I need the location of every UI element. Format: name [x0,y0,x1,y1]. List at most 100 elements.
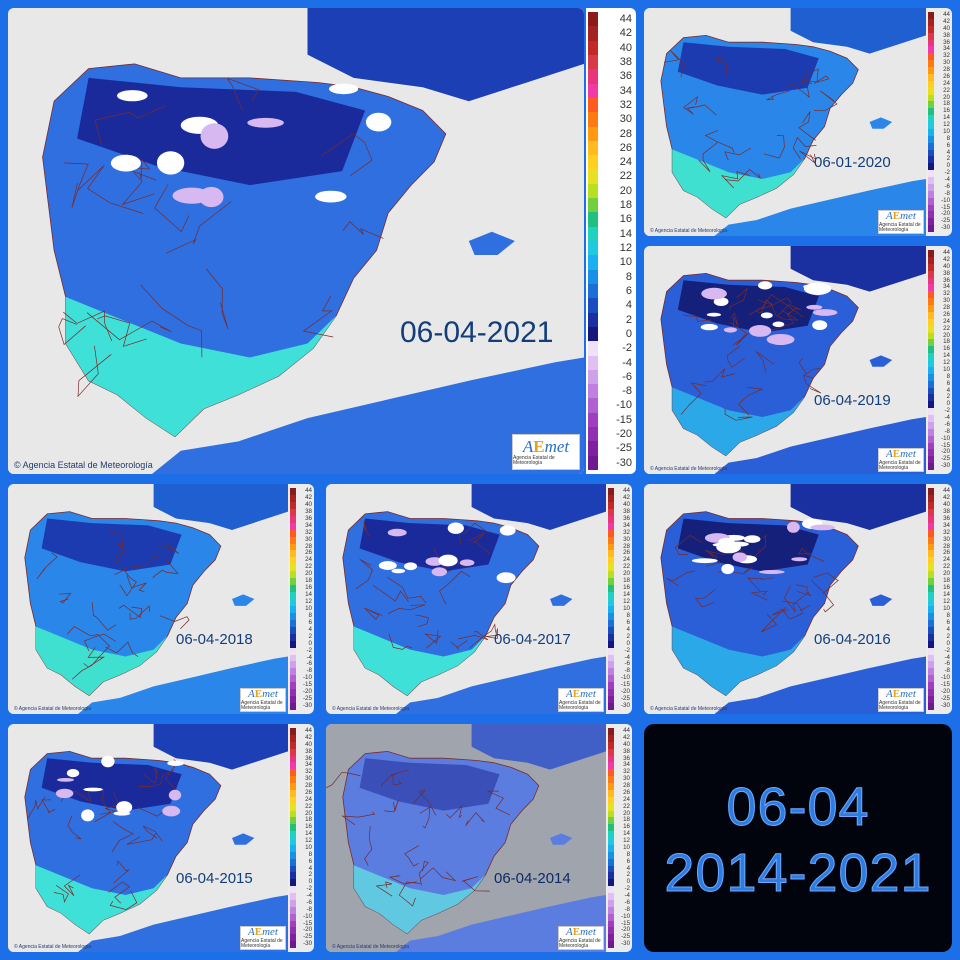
scale-step: 32 [928,529,950,537]
scale-label: -8 [306,667,312,675]
scale-step: 44 [928,11,950,19]
scale-swatch [928,619,934,627]
scale-label: 44 [943,487,950,494]
scale-label: -4 [944,414,951,421]
province-border [114,549,127,564]
scale-label: -15 [621,919,630,927]
copyright-text: © Agencia Estatal de Meteorología [650,228,728,234]
scale-label: 42 [305,733,312,741]
scale-step: 36 [588,69,632,84]
scale-step: 22 [290,803,312,811]
logo-letter-a: A [566,688,573,700]
scale-label: 36 [623,754,630,762]
scale-label: -4 [306,653,312,661]
scale-step: 4 [928,625,950,634]
scale-swatch [290,934,296,942]
province-border [487,790,511,816]
scale-step: 16 [928,584,950,593]
aemet-logo: AEmet Agencia Estatal de Meteorología [558,926,604,950]
scale-step: -2 [608,885,630,893]
scale-label: -2 [944,646,950,654]
scale-label: 28 [305,782,312,789]
scale-step: 42 [928,17,950,26]
scale-step: -8 [928,667,950,676]
scale-label: -8 [944,189,951,197]
scale-step: 12 [290,598,312,606]
scale-swatch [290,529,296,537]
scale-label: 34 [623,761,630,769]
province-border [363,607,383,620]
scale-swatch [928,463,934,470]
scale-swatch [928,442,934,450]
scale-step: -8 [588,384,632,399]
scale-swatch [290,803,296,811]
scale-swatch [608,682,614,690]
scale-step: -15 [588,412,632,428]
scale-swatch [928,250,934,257]
scale-label: 38 [943,31,950,39]
scale-step: -25 [928,695,950,704]
province-border [704,130,735,153]
scale-swatch [290,571,296,579]
scale-swatch [608,831,614,838]
logo-subtitle: Agencia Estatal de Meteorología [559,938,601,949]
snow-patch [329,83,359,95]
scale-label: 40 [305,740,312,748]
scale-step: -30 [290,702,312,710]
province-border [783,585,810,613]
northern-cold-zone [359,758,500,811]
scale-label: 4 [946,625,950,633]
scale-swatch [290,844,296,852]
scale-step: -30 [588,455,632,470]
scale-swatch [290,748,296,756]
province-border [747,577,775,592]
scale-label: 28 [943,542,950,550]
scale-step: 18 [928,577,950,586]
logo-subtitle: Agencia Estatal de Meteorología [241,938,283,949]
scale-swatch [928,571,934,579]
scale-step: 12 [928,121,950,129]
scale-swatch [928,515,934,523]
map-panel-2016: 44 42 40 38 36 34 32 30 28 26 24 22 20 18 16 14 12 10 8 6 4 2… [644,484,952,714]
map-date-label: 06-04-2015 [176,869,253,887]
balearic-islands [232,594,255,606]
map-panel-2014: 44 42 40 38 36 34 32 30 28 26 24 22 20 18 16 14 12 10 8 6 4 2… [326,724,632,952]
province-border [760,607,787,633]
scale-label: 42 [619,27,632,40]
scale-swatch [290,696,296,704]
scale-swatch [928,277,934,285]
balearic-islands [869,117,893,129]
scale-label: 10 [943,365,950,373]
france-region [790,8,926,54]
scale-swatch [588,441,598,456]
scale-step: 24 [928,556,950,565]
scale-swatch [928,291,934,299]
map-date-label: 06-04-2018 [176,631,253,649]
province-border [63,162,89,208]
province-border [154,184,190,233]
scale-label: 36 [943,38,950,46]
scale-swatch [290,619,296,627]
scale-step: 6 [928,142,950,150]
snow-patch [113,811,131,816]
scale-step: -4 [608,892,630,900]
scale-swatch [588,183,598,199]
scale-label: 30 [943,297,950,305]
scale-label: -15 [940,681,950,689]
snow-patch [110,154,141,172]
scale-swatch [608,501,614,509]
province-border [415,614,429,628]
province-border [724,169,761,182]
africa-region [152,357,584,474]
scale-step: -6 [290,660,312,669]
scale-swatch [588,312,598,327]
province-border [446,804,463,819]
northern-cold-zone [41,518,182,572]
scale-step: 34 [928,522,950,530]
snow-patch [744,535,761,543]
snow-patch [723,327,737,333]
logo-letters-met: met [900,210,916,222]
scale-step: -8 [290,667,312,676]
scale-label: 42 [943,17,950,25]
copyright-text: © Agencia Estatal de Meteorología [650,706,728,712]
